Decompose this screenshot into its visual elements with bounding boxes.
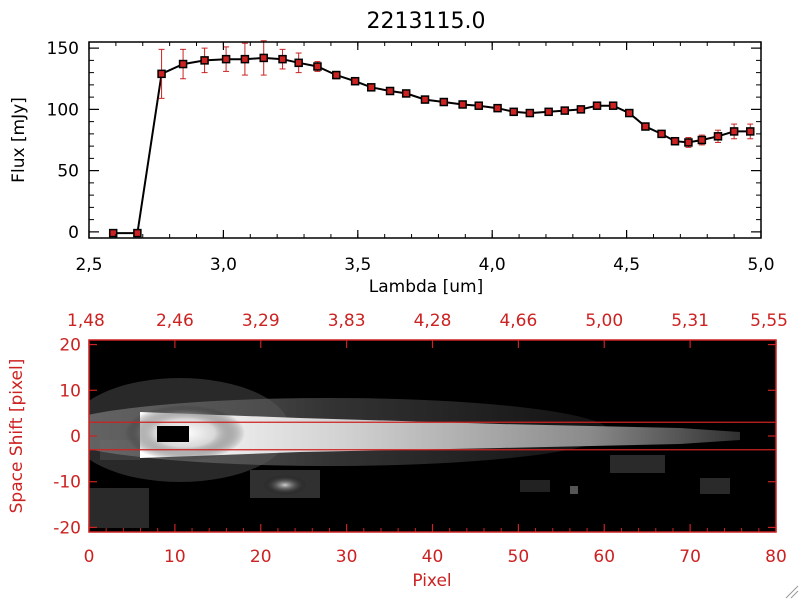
image-top-wavelength-ticks: 1,48 2,46 3,29 3,83 4,28 4,66 5,00 5,31 5,55 xyxy=(67,311,788,348)
data-point xyxy=(713,132,723,141)
data-point xyxy=(221,54,231,64)
x-tick-label: 0 xyxy=(84,547,95,567)
y-tick-label: -20 xyxy=(53,518,81,538)
image-x-label: Pixel xyxy=(412,571,451,591)
data-point xyxy=(108,228,118,238)
top-tick-label: 3,83 xyxy=(328,311,366,331)
x-tick-label: 80 xyxy=(765,547,787,567)
image-y-ticks: -20 -10 0 10 20 xyxy=(53,336,776,538)
x-tick-label: 30 xyxy=(336,547,358,567)
x-tick-label: 5,0 xyxy=(747,255,774,275)
y-tick-label: 0 xyxy=(70,427,81,447)
top-tick-label: 3,29 xyxy=(242,311,280,331)
image-x-ticks: 0 10 20 30 40 50 60 70 80 xyxy=(84,524,787,567)
x-tick-label: 3,0 xyxy=(210,255,237,275)
x-tick-label: 70 xyxy=(679,547,701,567)
spectrum-y-ticks: 0 50 100 150 xyxy=(47,39,761,243)
y-tick-label: 0 xyxy=(68,223,79,243)
data-point xyxy=(608,101,618,110)
data-point xyxy=(366,83,376,92)
spectrum-panel: 2213115.0 2,5 3,0 3,5 4,0 4,5 5,0 0 50 100 150 L… xyxy=(9,9,775,297)
spectrum-x-label: Lambda [um] xyxy=(369,277,483,297)
x-tick-label: 50 xyxy=(508,547,530,567)
top-tick-label: 2,46 xyxy=(156,311,194,331)
data-point xyxy=(670,136,680,146)
data-point xyxy=(592,101,602,110)
x-tick-label: 4,5 xyxy=(613,255,640,275)
y-tick-label: -10 xyxy=(53,473,81,493)
top-tick-label: 5,00 xyxy=(585,311,623,331)
data-point xyxy=(278,54,287,64)
spectrum-plot-area xyxy=(108,40,755,238)
x-tick-label: 3,5 xyxy=(344,255,371,275)
data-point xyxy=(294,58,303,68)
data-point xyxy=(729,127,739,136)
spectrum-line xyxy=(113,56,751,235)
y-tick-label: 20 xyxy=(59,336,81,356)
data-point xyxy=(625,108,634,118)
data-point xyxy=(332,70,341,80)
data-point xyxy=(200,56,209,65)
image-heatmap xyxy=(89,340,776,532)
data-point xyxy=(350,76,360,86)
data-point xyxy=(493,103,502,113)
data-point xyxy=(401,89,411,98)
data-point xyxy=(420,95,430,104)
data-point xyxy=(385,86,395,96)
resize-grip-icon[interactable] xyxy=(785,585,799,599)
top-tick-label: 4,28 xyxy=(414,311,452,331)
spectrum-x-ticks: 2,5 3,0 3,5 4,0 4,5 5,0 xyxy=(75,42,775,275)
data-point xyxy=(240,54,250,64)
spectrum-axes-frame xyxy=(88,41,762,239)
y-tick-label: 10 xyxy=(59,381,81,401)
data-point xyxy=(178,59,188,69)
data-point xyxy=(509,107,518,117)
data-point xyxy=(133,228,142,238)
data-point xyxy=(684,138,693,147)
data-point xyxy=(745,127,755,136)
image-panel: 0 10 20 30 40 50 60 70 80 -20 -10 0 10 20 1,48 2,46 3,… xyxy=(7,311,788,591)
spectral-trace xyxy=(140,412,740,458)
x-tick-label: 2,5 xyxy=(75,255,102,275)
data-point xyxy=(641,122,650,131)
x-tick-label: 60 xyxy=(593,547,615,567)
data-point xyxy=(657,129,666,139)
data-point xyxy=(474,101,484,110)
top-tick-label: 1,48 xyxy=(67,311,105,331)
data-point xyxy=(458,100,467,109)
y-tick-label: 50 xyxy=(57,162,79,182)
x-tick-label: 40 xyxy=(422,547,444,567)
image-y-label: Space Shift [pixel] xyxy=(7,359,27,514)
data-point xyxy=(439,97,449,107)
x-tick-label: 20 xyxy=(250,547,272,567)
data-point xyxy=(313,62,322,71)
top-tick-label: 4,66 xyxy=(499,311,537,331)
data-point xyxy=(697,135,707,145)
saturated-pixels xyxy=(157,426,189,442)
top-tick-label: 5,55 xyxy=(750,311,788,331)
x-tick-label: 4,0 xyxy=(479,255,506,275)
y-tick-label: 150 xyxy=(47,39,79,59)
top-tick-label: 5,31 xyxy=(671,311,709,331)
data-point xyxy=(544,107,553,117)
data-point xyxy=(157,69,166,79)
spectrum-y-label: Flux [mJy] xyxy=(9,97,29,183)
data-point xyxy=(576,105,586,114)
data-point xyxy=(525,108,535,118)
x-tick-label: 10 xyxy=(164,547,186,567)
data-point xyxy=(560,106,570,115)
y-tick-label: 100 xyxy=(47,100,79,120)
chart-title: 2213115.0 xyxy=(367,9,486,34)
data-point xyxy=(259,53,268,63)
